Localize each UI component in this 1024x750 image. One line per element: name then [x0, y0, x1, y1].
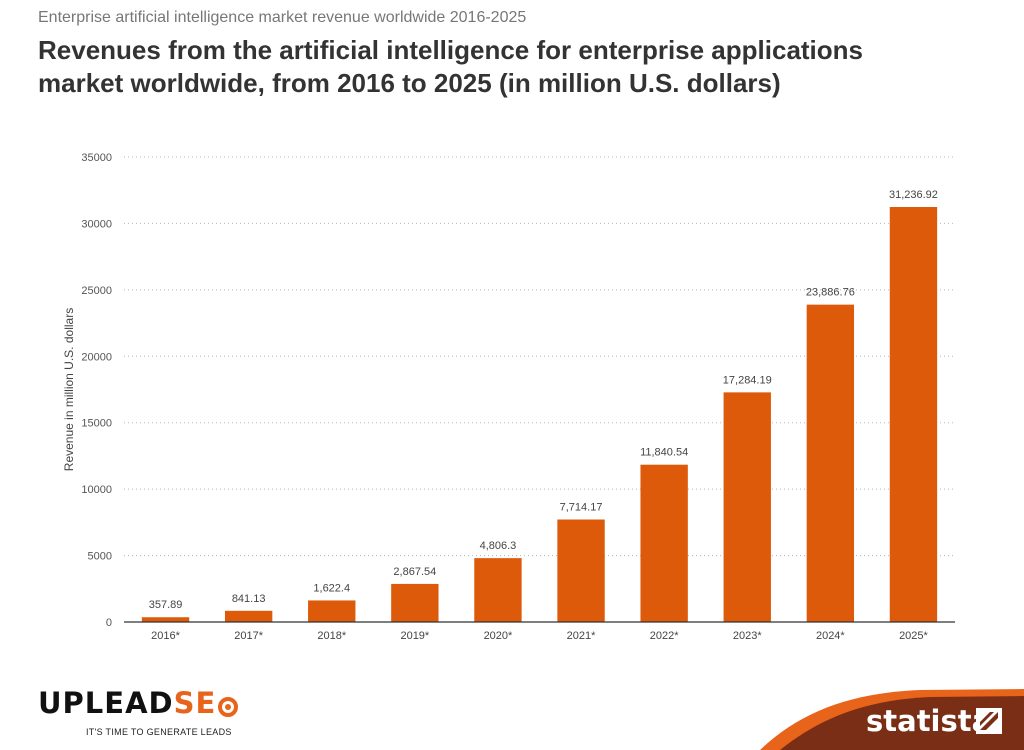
- statista-mark-glyph: [980, 712, 998, 730]
- x-tick-label: 2019*: [400, 630, 429, 642]
- chart-supertitle: Enterprise artificial intelligence marke…: [38, 9, 527, 26]
- x-tick-label: 2025*: [899, 630, 928, 642]
- y-tick-label: 30000: [81, 218, 112, 230]
- logo-text-se: SE: [173, 686, 217, 720]
- chart-title: Revenues from the artificial intelligenc…: [38, 35, 864, 98]
- statista-mark-icon: [976, 708, 1002, 734]
- bar-value-label: 1,622.4: [313, 582, 350, 594]
- bar: [640, 464, 688, 622]
- logo-text-uplead: UPLEAD: [38, 686, 174, 720]
- bar-value-label: 23,886.76: [806, 287, 855, 299]
- uplead-seo-logo: UPLEADSE: [38, 686, 239, 720]
- x-tick-label: 2021*: [567, 630, 596, 642]
- statista-mark-stroke-2: [980, 712, 994, 726]
- statista-logo[interactable]: statista: [866, 704, 992, 738]
- y-tick-label: 10000: [81, 484, 112, 496]
- bar: [141, 617, 190, 622]
- x-tick-label: 2018*: [317, 630, 346, 642]
- bar: [889, 206, 938, 622]
- x-tick-label: 2023*: [733, 630, 762, 642]
- x-tick-label: 2020*: [484, 630, 513, 642]
- bar: [224, 610, 273, 622]
- target-icon: [218, 697, 239, 717]
- statista-mark-stroke-1: [980, 712, 998, 730]
- x-tick-label: 2022*: [650, 630, 679, 642]
- bar: [391, 583, 439, 622]
- y-tick-label: 35000: [81, 152, 112, 164]
- y-axis-label: Revenue in million U.S. dollars: [62, 308, 76, 471]
- bar-value-label: 4,806.3: [480, 540, 517, 552]
- y-tick-label: 25000: [81, 285, 112, 297]
- y-tick-label: 0: [106, 617, 112, 629]
- bar: [806, 304, 855, 622]
- bar-value-label: 11,840.54: [640, 447, 688, 459]
- bar-value-label: 31,236.92: [889, 189, 938, 201]
- bar-value-label: 7,714.17: [560, 502, 603, 514]
- bar: [308, 600, 356, 622]
- bar-value-label: 2,867.54: [393, 566, 436, 578]
- y-tick-label: 20000: [81, 351, 112, 363]
- x-tick-label: 2024*: [816, 630, 845, 642]
- x-tick-label: 2017*: [234, 630, 263, 642]
- bar-value-label: 357.89: [149, 599, 183, 611]
- x-tick-label: 2016*: [151, 630, 180, 642]
- y-tick-label: 5000: [88, 551, 112, 563]
- swoosh-band: [780, 696, 1024, 750]
- y-tick-label: 15000: [81, 418, 112, 430]
- logo-tagline: IT'S TIME TO GENERATE LEADS: [86, 727, 232, 737]
- bar: [557, 519, 605, 622]
- bar-value-label: 17,284.19: [723, 374, 772, 386]
- bar-value-label: 841.13: [232, 593, 266, 605]
- bar-chart: 0 5000 10000 15000 20000 25000 30000 35000 Reven…: [62, 152, 955, 642]
- bar: [723, 392, 771, 622]
- bar: [474, 558, 522, 622]
